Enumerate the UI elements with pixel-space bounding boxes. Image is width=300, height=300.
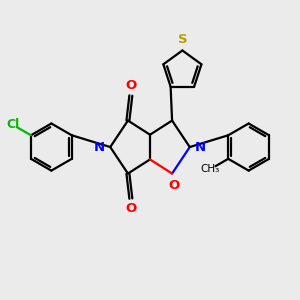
- Text: O: O: [126, 202, 137, 215]
- Text: S: S: [178, 33, 187, 46]
- Text: Cl: Cl: [7, 118, 20, 131]
- Text: O: O: [168, 179, 179, 192]
- Text: N: N: [94, 141, 105, 154]
- Text: O: O: [126, 79, 137, 92]
- Text: N: N: [195, 141, 206, 154]
- Text: CH₃: CH₃: [200, 164, 220, 174]
